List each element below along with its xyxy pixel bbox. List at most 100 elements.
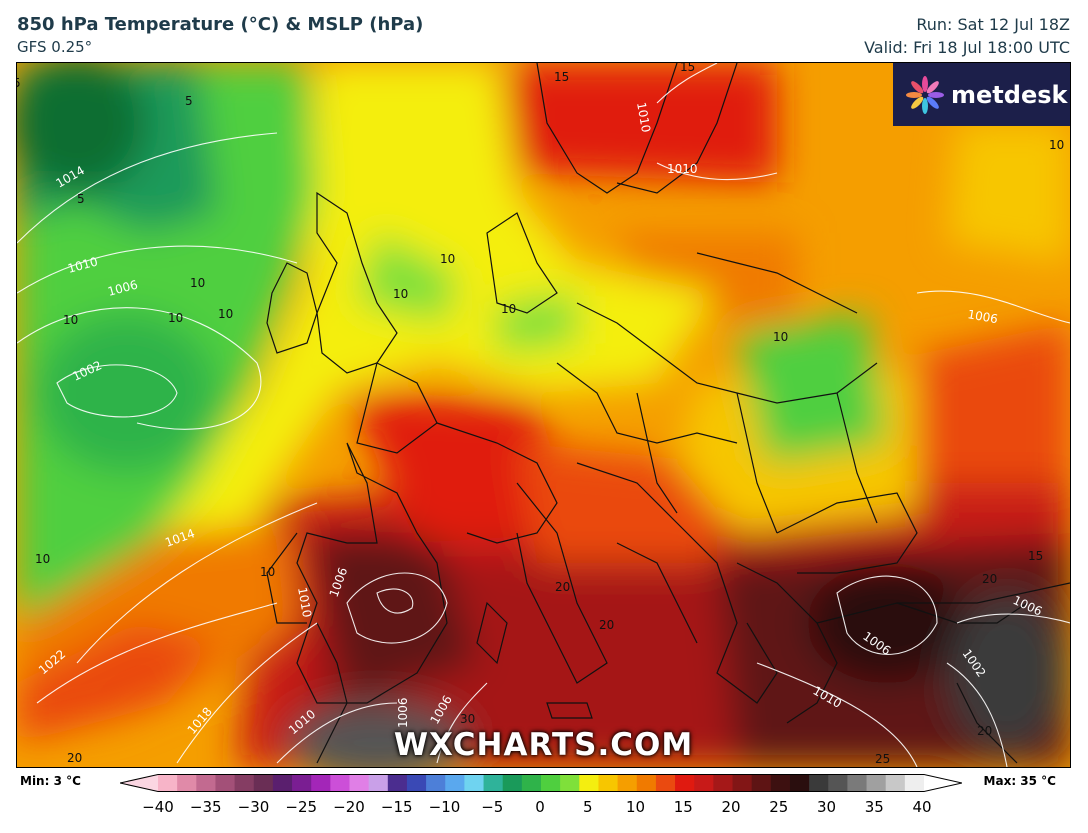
colorbar-cell [617, 774, 638, 792]
temp-label: 10 [440, 252, 455, 266]
temp-label: 20 [982, 572, 997, 586]
colorbar-tick-label: 30 [816, 798, 837, 816]
temp-label: 10 [218, 307, 233, 321]
temp-label: 5 [77, 192, 85, 206]
temp-label: 20 [555, 580, 570, 594]
model-name: GFS 0.25° [17, 38, 93, 56]
temp-label: 10 [393, 287, 408, 301]
isobar-label: 1006 [966, 307, 999, 326]
temp-label: 20 [977, 724, 992, 738]
colorbar-cell [885, 774, 906, 792]
legend-min-label: Min: 3 °C [20, 774, 81, 788]
colorbar-cell [521, 774, 542, 792]
colorbar-max-extension [924, 774, 962, 792]
colorbar-tick-label: −30 [237, 798, 270, 816]
colorbar-tick-label: −40 [142, 798, 174, 816]
metdesk-pinwheel-icon [906, 75, 944, 114]
temp-label: 10 [501, 302, 516, 316]
colorbar-tick-label: −5 [481, 798, 504, 816]
colorbar-cell [904, 774, 925, 792]
colorbar-cell [368, 774, 389, 792]
colorbar-cell [292, 774, 312, 792]
weather-map: 1014 1010 1006 1002 1010 1006 1014 1010 … [16, 62, 1071, 768]
colorbar-cell [732, 774, 753, 792]
colorbar-cell [751, 774, 772, 792]
temp-label: 30 [460, 712, 475, 726]
temp-label: 20 [599, 618, 614, 632]
colorbar-cell [272, 774, 293, 792]
isobar-label: 1010 [634, 101, 653, 134]
colorbar-cell [694, 774, 714, 792]
colorbar-min-extension [120, 774, 158, 792]
colorbar-cell [598, 774, 619, 792]
temp-label: 15 [1028, 549, 1043, 563]
temp-label: 25 [875, 752, 890, 766]
colorbar-cell [560, 774, 580, 792]
colorbar-cell [215, 774, 236, 792]
colorbar-cell [655, 774, 676, 792]
colorbar-cell [713, 774, 734, 792]
temperature-shading [17, 63, 1070, 767]
temp-label: 10 [168, 311, 183, 325]
isobar-label: 1010 [667, 162, 698, 176]
colorbar-cell [541, 774, 561, 792]
colorbar-cell [196, 774, 217, 792]
temp-label: 5 [185, 94, 193, 108]
colorbar-tick-label: −10 [428, 798, 461, 816]
temp-label: 20 [67, 751, 82, 765]
isobars [17, 63, 1070, 767]
map-canvas: 1014 1010 1006 1002 1010 1006 1014 1010 … [17, 63, 1070, 767]
colorbar-cell [770, 774, 791, 792]
metdesk-logo: metdesk [893, 63, 1070, 126]
colorbar-tick-label: 5 [582, 798, 593, 816]
colorbar-cell [502, 774, 523, 792]
colorbar-cell [675, 774, 695, 792]
colorbar-cell [349, 774, 370, 792]
colorbar-cell [789, 774, 810, 792]
colorbar-cell [483, 774, 504, 792]
chart-title: 850 hPa Temperature (°C) & MSLP (hPa) [17, 14, 424, 35]
colorbar-cell [579, 774, 600, 792]
colorbar-cell [847, 774, 868, 792]
temp-label: 10 [260, 565, 275, 579]
temp-label: 10 [1049, 138, 1064, 152]
colorbar-cell [234, 774, 255, 792]
temperature-colorbar [120, 774, 962, 792]
colorbar-cell [445, 774, 465, 792]
colorbar-tick-label: −20 [333, 798, 365, 816]
colorbar-cell [330, 774, 351, 792]
colorbar-cell [828, 774, 848, 792]
temp-label: 10 [35, 552, 50, 566]
temp-label: 10 [773, 330, 788, 344]
legend-max-label: Max: 35 °C [983, 774, 1056, 788]
isobar-label: 1010 [295, 586, 314, 619]
colorbar-cell [406, 774, 427, 792]
colorbar-cell [866, 774, 887, 792]
temp-label: 5 [17, 76, 21, 90]
colorbar-tick-label: 25 [769, 798, 789, 816]
colorbar-cell [158, 774, 178, 792]
colorbar-cell [177, 774, 197, 792]
colorbar-tick-label: 0 [535, 798, 545, 816]
coastlines [266, 63, 1070, 764]
chart-header: 850 hPa Temperature (°C) & MSLP (hPa) GF… [0, 0, 1088, 62]
colorbar-cell [311, 774, 331, 792]
colorbar-tick-label: −15 [380, 798, 413, 816]
colorbar-tick-label: 20 [721, 798, 741, 816]
colorbar-tick-label: 15 [673, 798, 693, 816]
colorbar-tick-label: 35 [864, 798, 884, 816]
wxcharts-watermark: WXCHARTS.COM [393, 727, 694, 763]
metdesk-wordmark: metdesk [951, 80, 1068, 109]
colorbar-tick-label: 40 [912, 798, 932, 816]
isobar-label: 1006 [396, 697, 410, 728]
colorbar-cell [636, 774, 657, 792]
colorbar-cell [426, 774, 446, 792]
temp-label: 10 [63, 313, 78, 327]
colorbar-cell [464, 774, 485, 792]
temp-label: 15 [554, 70, 569, 84]
colorbar-tick-label: −25 [285, 798, 318, 816]
temp-label: 10 [190, 276, 205, 290]
colorbar-tick-label: 10 [625, 798, 646, 816]
run-time: Run: Sat 12 Jul 18Z [916, 15, 1070, 34]
colorbar-cell [253, 774, 274, 792]
